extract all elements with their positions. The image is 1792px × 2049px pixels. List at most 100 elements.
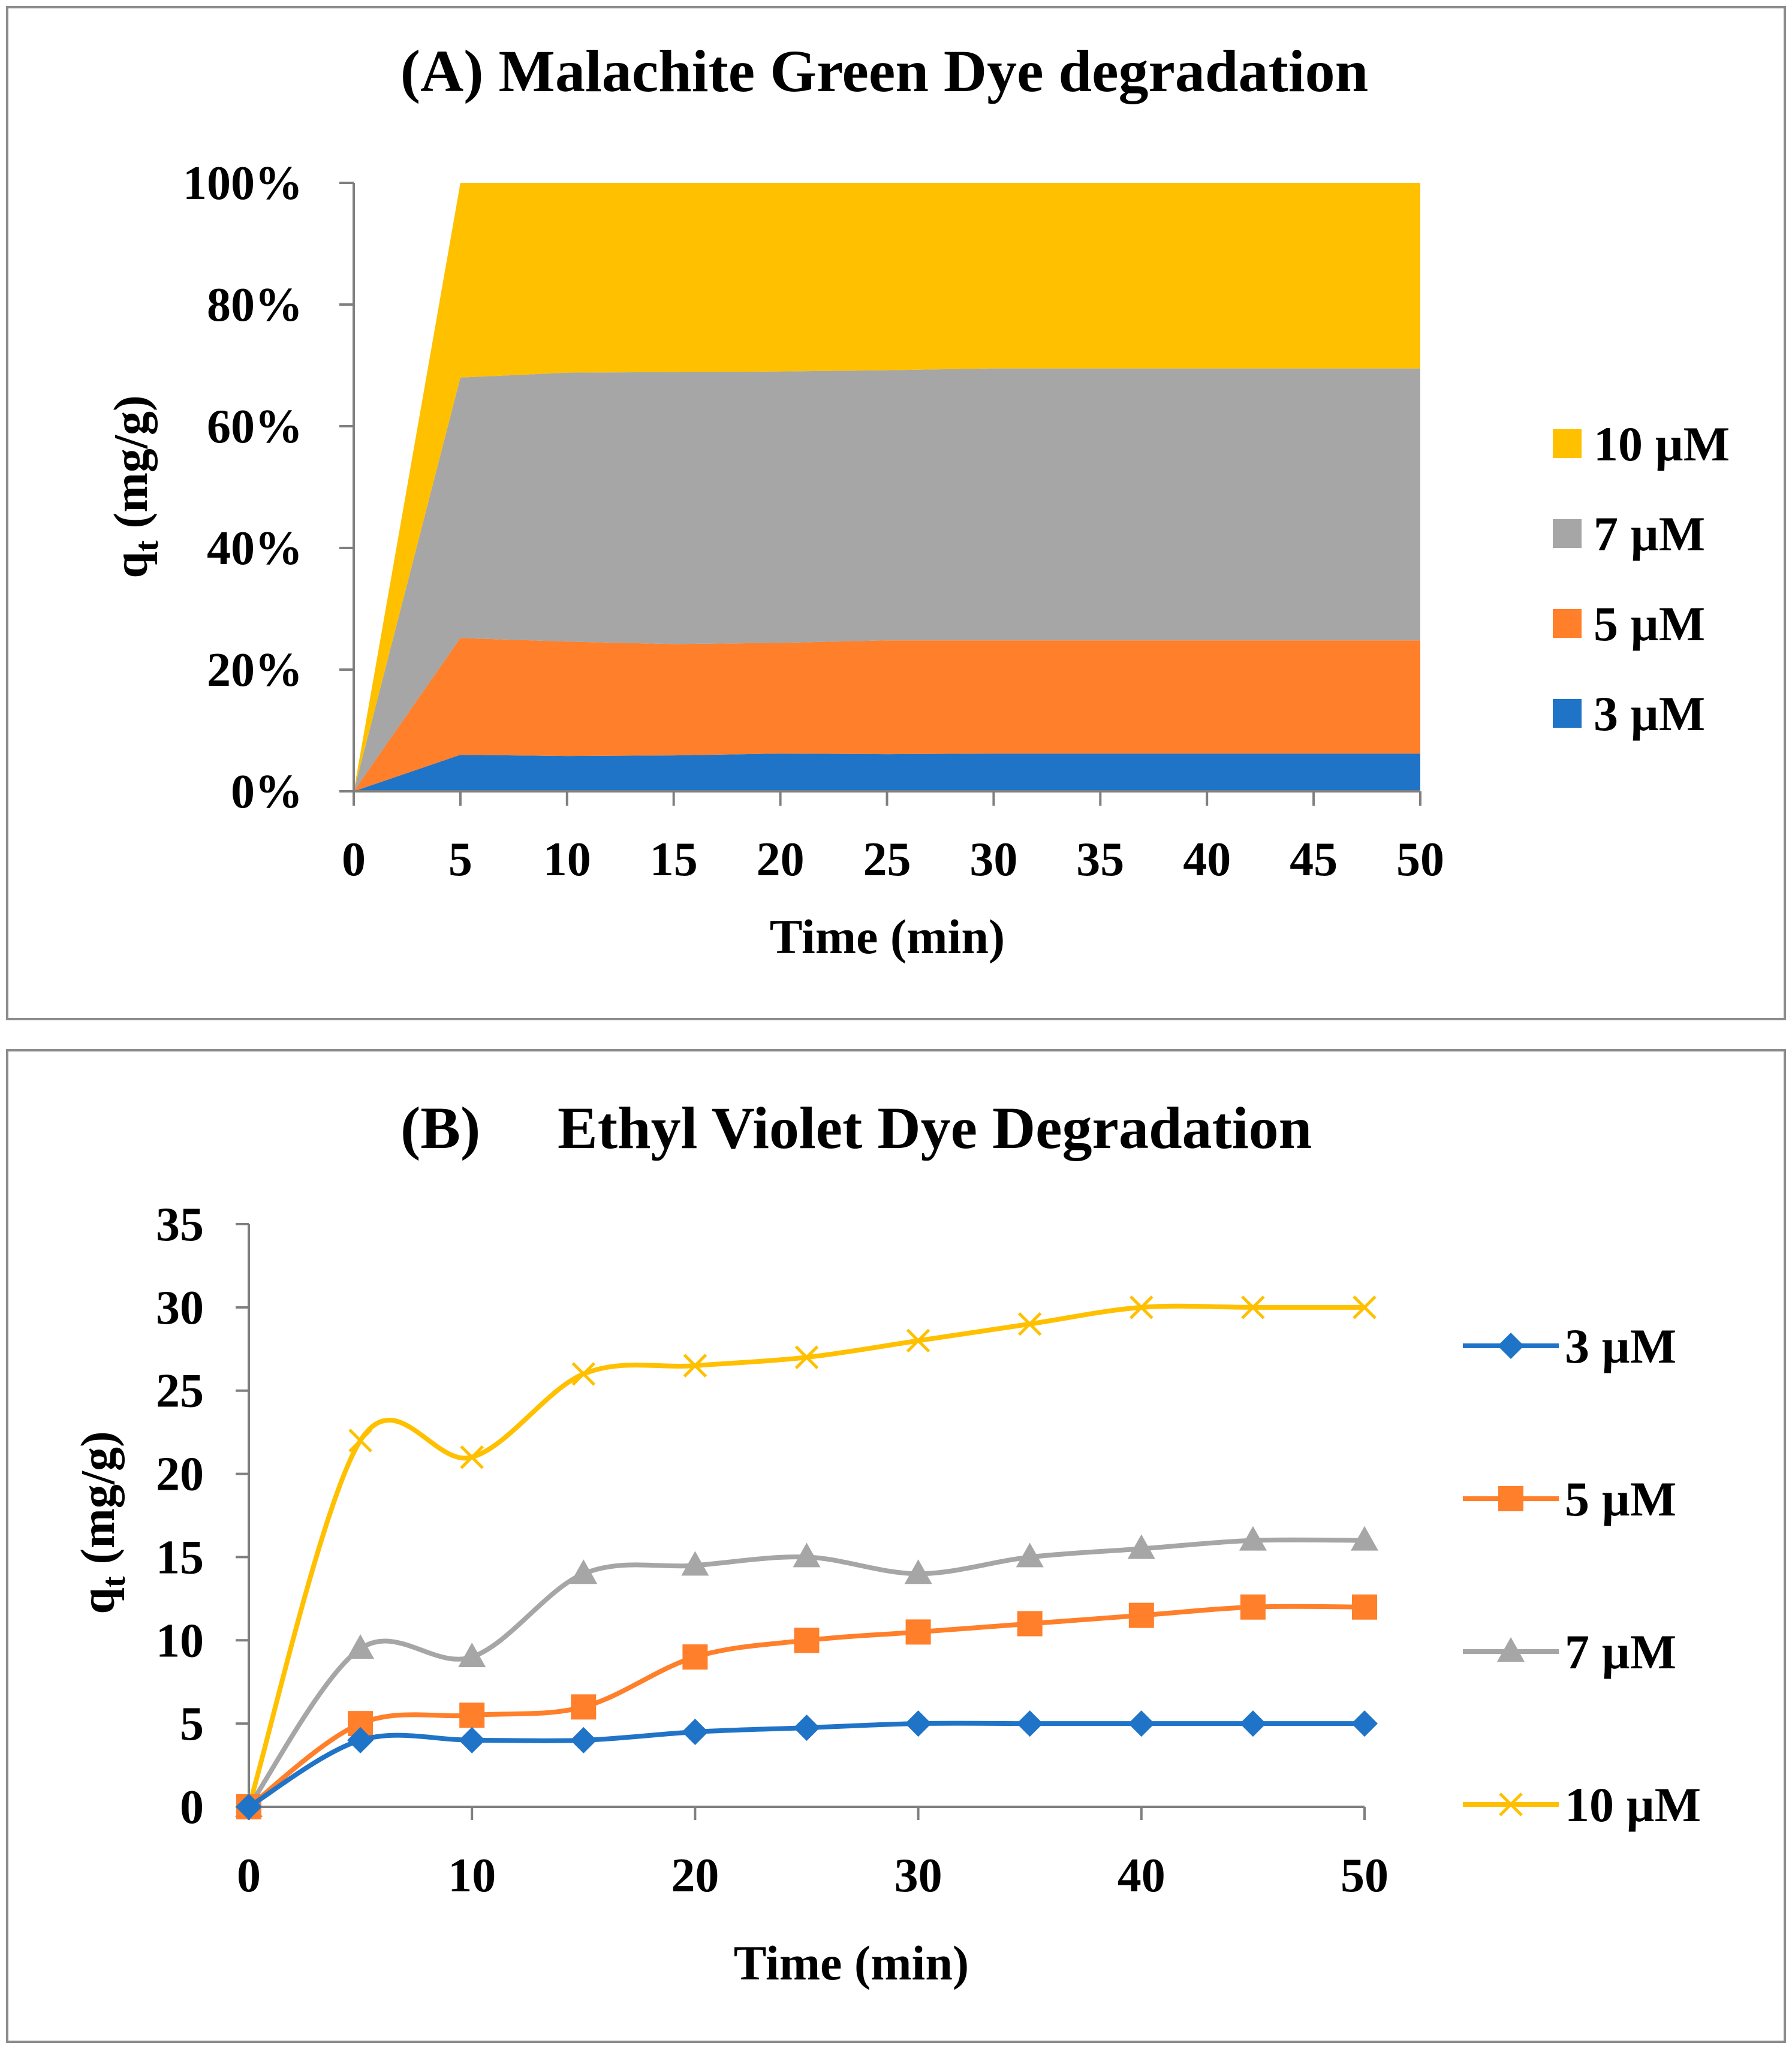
area-series-3 <box>354 183 1420 791</box>
x-tick-label: 35 <box>1076 833 1124 886</box>
panel-b-legend: 3 µM 5 µM 7 µM 10 µM <box>1463 1319 1701 1832</box>
data-point-3 <box>1130 1295 1153 1319</box>
data-point-1 <box>1352 1594 1377 1620</box>
y-tick-label: 20% <box>207 644 303 697</box>
legend-label: 10 µM <box>1594 417 1730 471</box>
data-point-0 <box>1351 1710 1378 1737</box>
panel-b-y-axis-title: qt (mg/g) <box>72 1431 132 1614</box>
y-tick-label: 15 <box>156 1531 204 1584</box>
line-series-2 <box>246 1537 1365 1809</box>
legend-label: 3 µM <box>1565 1319 1676 1373</box>
data-point-2 <box>1127 1534 1155 1559</box>
x-tick-label: 30 <box>969 833 1017 886</box>
x-tick-label: 15 <box>650 833 698 886</box>
x-tick-label: 30 <box>895 1849 942 1902</box>
y-tick-label: 25 <box>156 1365 204 1418</box>
legend-swatch <box>1553 609 1582 638</box>
area-series-1 <box>354 638 1420 791</box>
x-tick-label: 20 <box>757 833 805 886</box>
y-tick-label: 10 <box>156 1614 204 1667</box>
x-tick-label: 0 <box>237 1849 261 1902</box>
data-point-2 <box>904 1559 932 1584</box>
legend-marker <box>1497 1637 1525 1662</box>
y-tick-label: 100% <box>183 157 303 210</box>
data-point-3 <box>1241 1295 1265 1319</box>
legend-label: 10 µM <box>1565 1777 1701 1832</box>
panel-a-y-ticks: 0% 20% 40% 60% 80% 100% <box>183 157 354 818</box>
data-point-2 <box>1351 1526 1378 1551</box>
x-tick-label: 25 <box>863 833 911 886</box>
panel-b-frame <box>6 1049 1786 2043</box>
x-tick-label: 45 <box>1290 833 1338 886</box>
data-point-0 <box>347 1726 374 1753</box>
data-point-1 <box>682 1644 708 1670</box>
data-point-3 <box>906 1328 930 1353</box>
data-point-0 <box>1016 1710 1043 1737</box>
panel-a-x-ticks: 0 5 10 15 20 25 30 35 40 45 50 <box>342 791 1444 886</box>
x-tick-label: 10 <box>543 833 591 886</box>
y-tick-label: 20 <box>156 1448 204 1501</box>
x-tick-label: 40 <box>1183 833 1231 886</box>
data-point-0 <box>236 1794 262 1820</box>
y-tick-label: 60% <box>207 400 303 453</box>
y-tick-label: 80% <box>207 279 303 332</box>
data-point-0 <box>459 1726 486 1753</box>
legend-swatch <box>1553 519 1582 548</box>
legend-swatch <box>1553 429 1582 458</box>
y-tick-label: 35 <box>156 1198 204 1251</box>
legend-label: 7 µM <box>1565 1625 1676 1679</box>
x-tick-label: 0 <box>342 833 366 886</box>
data-point-2 <box>1239 1526 1267 1551</box>
data-point-1 <box>571 1694 597 1720</box>
legend-swatch <box>1553 699 1582 728</box>
data-point-3 <box>683 1354 707 1378</box>
data-point-3 <box>794 1345 819 1369</box>
legend-label: 5 µM <box>1565 1472 1676 1526</box>
data-point-1 <box>1017 1611 1043 1637</box>
panel-b-y-ticks: 0 5 10 15 20 25 30 35 <box>156 1198 249 1834</box>
area-series-2 <box>354 368 1420 791</box>
panel-b-chart: (B) Ethyl Violet Dye Degradation 0 5 10 15 2… <box>6 1049 1786 2043</box>
x-tick-label: 50 <box>1396 833 1444 886</box>
panel-b-x-axis-title: Time (min) <box>734 1936 969 1990</box>
data-point-0 <box>682 1719 709 1746</box>
data-point-2 <box>347 1634 375 1659</box>
data-point-2 <box>681 1551 709 1576</box>
panel-b-title-label: (B) <box>400 1095 480 1161</box>
x-tick-label: 20 <box>671 1849 719 1902</box>
panel-b-plot-area <box>235 1295 1378 1820</box>
legend-marker <box>1498 1333 1524 1359</box>
data-point-3 <box>460 1445 484 1469</box>
data-point-0 <box>570 1726 597 1753</box>
data-point-1 <box>459 1703 485 1728</box>
panel-a-x-axis-title: Time (min) <box>770 909 1005 964</box>
legend-label: 7 µM <box>1594 507 1705 561</box>
data-point-3 <box>348 1429 372 1453</box>
data-point-3 <box>1017 1312 1042 1336</box>
panel-a-legend: 10 µM 7 µM 5 µM 3 µM <box>1553 417 1730 741</box>
panel-a-title: (A) Malachite Green Dye degradation <box>400 38 1369 104</box>
legend-marker <box>1498 1486 1523 1511</box>
data-point-0 <box>793 1714 820 1741</box>
data-point-0 <box>1128 1710 1155 1737</box>
x-tick-label: 50 <box>1341 1849 1389 1902</box>
data-point-1 <box>905 1619 931 1645</box>
data-point-2 <box>1016 1542 1044 1568</box>
data-point-1 <box>794 1628 820 1653</box>
data-point-3 <box>1353 1295 1377 1319</box>
data-point-3 <box>571 1362 596 1386</box>
data-point-2 <box>458 1643 486 1668</box>
x-tick-label: 40 <box>1118 1849 1165 1902</box>
legend-label: 5 µM <box>1594 596 1705 651</box>
panel-a-chart: (A) Malachite Green Dye degradation 0% 20… <box>6 6 1786 1020</box>
panel-b-title: Ethyl Violet Dye Degradation <box>558 1095 1312 1161</box>
y-tick-label: 0 <box>180 1781 204 1834</box>
data-point-1 <box>1128 1602 1154 1628</box>
y-tick-label: 0% <box>231 766 303 818</box>
legend-label: 3 µM <box>1594 686 1705 741</box>
y-tick-label: 5 <box>180 1698 204 1750</box>
legend-marker <box>1499 1792 1523 1816</box>
data-point-2 <box>570 1559 598 1584</box>
x-tick-label: 10 <box>448 1849 496 1902</box>
